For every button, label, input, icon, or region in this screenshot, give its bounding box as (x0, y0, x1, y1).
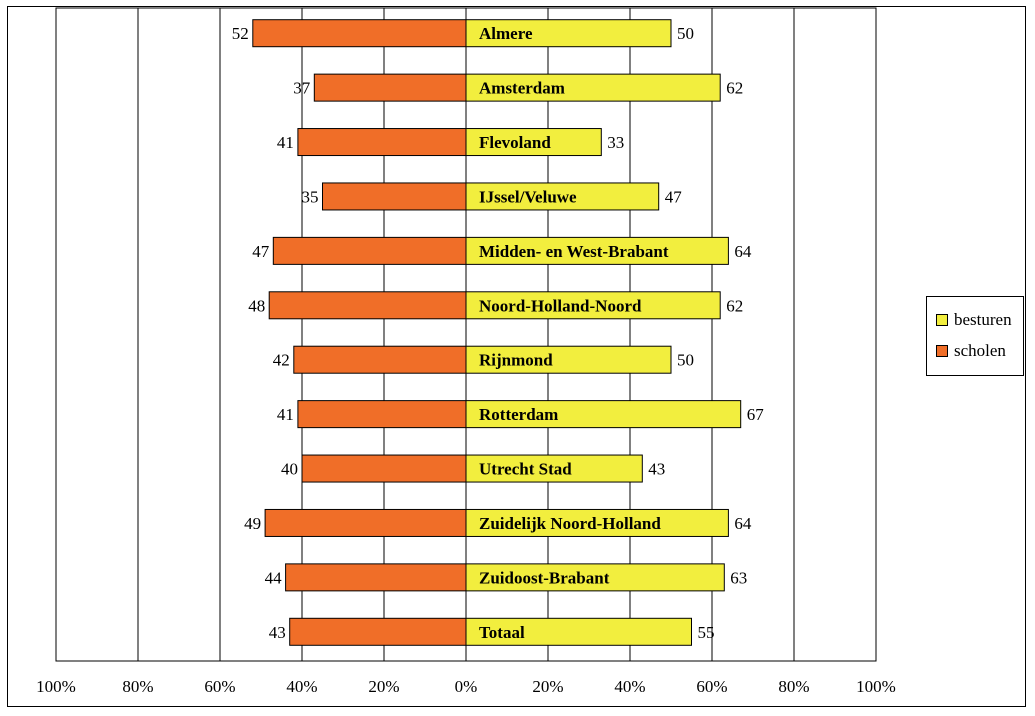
legend-label-besturen: besturen (954, 310, 1012, 329)
data-label-scholen: 49 (244, 514, 261, 533)
bar-besturen (465, 19, 672, 48)
bar-besturen (465, 291, 721, 320)
bar-besturen (465, 345, 672, 374)
x-tick-label: 60% (696, 677, 727, 696)
data-label-scholen: 41 (277, 405, 294, 424)
legend-label-scholen: scholen (954, 341, 1006, 360)
bar-besturen (465, 73, 721, 102)
category-label: Totaal (479, 623, 525, 642)
data-label-besturen: 64 (734, 242, 752, 261)
bar-besturen (465, 236, 729, 265)
category-label: Almere (479, 24, 533, 43)
data-label-scholen: 52 (232, 24, 249, 43)
bar-besturen (465, 400, 742, 429)
x-tick-label: 100% (856, 677, 896, 696)
bar-besturen (465, 128, 602, 157)
x-tick-label: 80% (778, 677, 809, 696)
data-label-scholen: 40 (281, 460, 298, 479)
legend-swatch-scholen (936, 345, 948, 357)
category-label: Rijnmond (479, 351, 553, 370)
bar-besturen (465, 617, 692, 646)
bar-group: Almere 52 50 Amsterdam 37 62 Flevoland 41 33 IJss… (232, 19, 765, 646)
x-tick-label: 60% (204, 677, 235, 696)
data-label-scholen: 44 (265, 568, 283, 587)
data-label-scholen: 43 (269, 623, 286, 642)
x-tick-label: 80% (122, 677, 153, 696)
category-label: Utrecht Stad (479, 460, 572, 479)
bar-besturen (465, 454, 643, 483)
category-label: Midden- en West-Brabant (479, 242, 669, 261)
category-label: Noord-Holland-Noord (479, 296, 642, 315)
legend-item-besturen: besturen (936, 310, 1012, 330)
data-label-besturen: 50 (677, 24, 694, 43)
data-label-scholen: 42 (273, 351, 290, 370)
data-label-scholen: 48 (248, 296, 265, 315)
bar-scholen (293, 345, 467, 374)
category-label: Rotterdam (479, 405, 558, 424)
bar-besturen (465, 563, 725, 592)
data-label-scholen: 41 (277, 133, 294, 152)
x-tick-label: 100% (36, 677, 76, 696)
bar-scholen (264, 508, 467, 537)
category-label: Zuidoost-Brabant (479, 568, 610, 587)
x-tick-label: 20% (368, 677, 399, 696)
grid-lines (137, 8, 795, 661)
legend-swatch-besturen (936, 314, 948, 326)
data-label-besturen: 67 (747, 405, 765, 424)
category-label: Zuidelijk Noord-Holland (479, 514, 661, 533)
category-label: Flevoland (479, 133, 551, 152)
data-label-besturen: 63 (730, 568, 747, 587)
legend-item-scholen: scholen (936, 341, 1006, 361)
data-label-besturen: 33 (607, 133, 624, 152)
data-label-besturen: 55 (698, 623, 715, 642)
bar-scholen (313, 73, 467, 102)
bar-scholen (297, 400, 467, 429)
data-label-besturen: 43 (648, 460, 665, 479)
bar-scholen (297, 128, 467, 157)
data-label-scholen: 47 (252, 242, 270, 261)
category-label: IJssel/Veluwe (479, 187, 577, 206)
bar-besturen (465, 182, 660, 211)
data-label-scholen: 35 (302, 187, 319, 206)
data-label-besturen: 62 (726, 79, 743, 98)
bar-scholen (289, 617, 467, 646)
bar-scholen (322, 182, 467, 211)
bar-scholen (272, 236, 467, 265)
x-tick-label: 40% (286, 677, 317, 696)
data-label-scholen: 37 (293, 79, 311, 98)
legend: besturen scholen (926, 296, 1024, 376)
bar-scholen (268, 291, 467, 320)
data-label-besturen: 62 (726, 296, 743, 315)
category-label: Amsterdam (479, 79, 565, 98)
bar-scholen (301, 454, 467, 483)
bar-scholen (285, 563, 467, 592)
data-label-besturen: 47 (665, 187, 683, 206)
x-axis-ticks: 100% 80% 60% 40% 20% 0% 20% 40% 60% 80% 100% (36, 677, 896, 696)
data-label-besturen: 64 (734, 514, 752, 533)
x-tick-label: 0% (455, 677, 478, 696)
bar-scholen (252, 19, 467, 48)
bar-besturen (465, 508, 729, 537)
x-tick-label: 40% (614, 677, 645, 696)
x-tick-label: 20% (532, 677, 563, 696)
data-label-besturen: 50 (677, 351, 694, 370)
